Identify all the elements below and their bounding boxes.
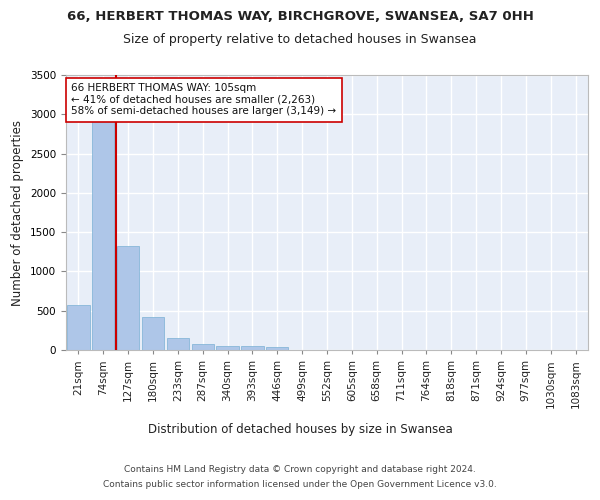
Bar	[191, 344, 214, 350]
Bar	[92, 120, 115, 350]
Text: 66 HERBERT THOMAS WAY: 105sqm
← 41% of detached houses are smaller (2,263)
58% o: 66 HERBERT THOMAS WAY: 105sqm ← 41% of d…	[71, 83, 337, 116]
Bar	[142, 318, 164, 350]
Bar	[117, 246, 139, 350]
Text: Distribution of detached houses by size in Swansea: Distribution of detached houses by size …	[148, 422, 452, 436]
Y-axis label: Number of detached properties: Number of detached properties	[11, 120, 25, 306]
Bar	[241, 346, 263, 350]
Bar	[167, 338, 189, 350]
Text: Contains HM Land Registry data © Crown copyright and database right 2024.: Contains HM Land Registry data © Crown c…	[124, 465, 476, 474]
Text: Contains public sector information licensed under the Open Government Licence v3: Contains public sector information licen…	[103, 480, 497, 489]
Bar	[67, 305, 89, 350]
Bar	[266, 347, 289, 350]
Bar	[217, 346, 239, 350]
Text: Size of property relative to detached houses in Swansea: Size of property relative to detached ho…	[123, 32, 477, 46]
Text: 66, HERBERT THOMAS WAY, BIRCHGROVE, SWANSEA, SA7 0HH: 66, HERBERT THOMAS WAY, BIRCHGROVE, SWAN…	[67, 10, 533, 23]
